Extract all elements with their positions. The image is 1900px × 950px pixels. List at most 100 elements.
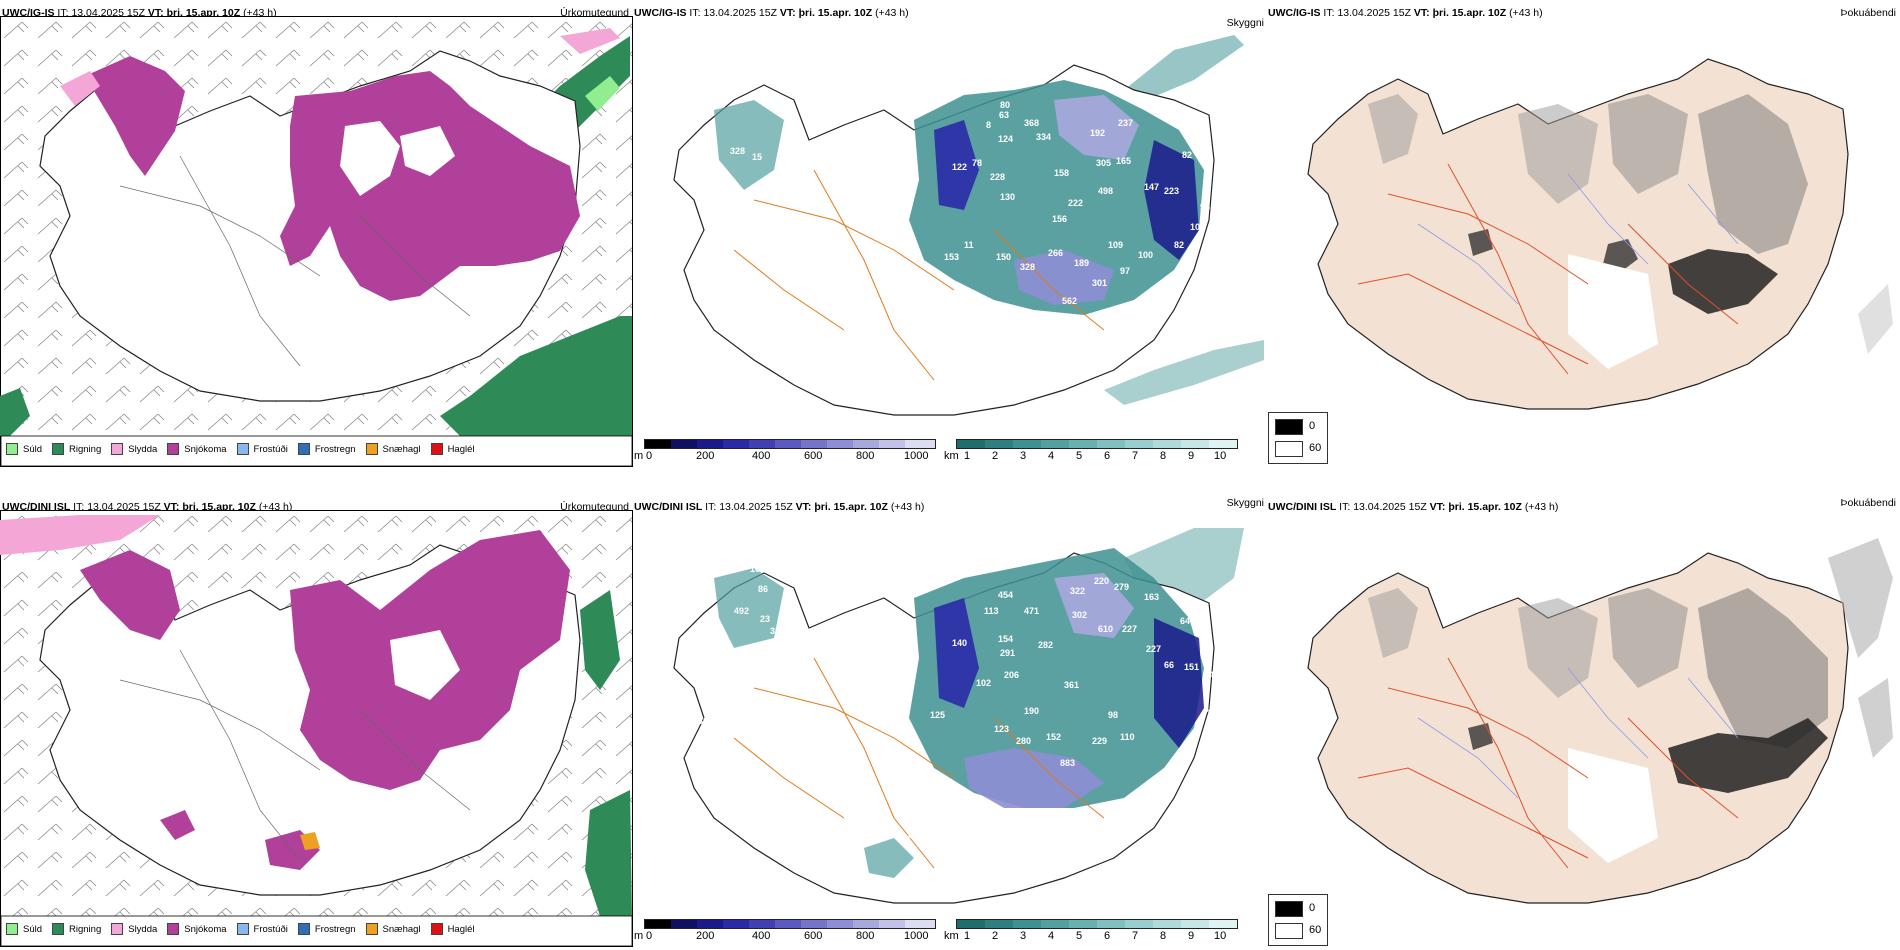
cloud-label: 361 (1064, 680, 1079, 690)
legend-label: Snjókoma (184, 923, 227, 935)
fog-legend-high-swatch (1275, 441, 1303, 457)
legend-swatch (6, 443, 18, 455)
cloud-base-bars (644, 919, 936, 929)
cloud-label: 140 (952, 638, 967, 648)
legend-swatch (365, 923, 378, 935)
legend-label: Frostúði (253, 923, 288, 935)
panel-header: UWC/DINI ISL IT: 13.04.2025 15Z VT: þri.… (634, 500, 924, 514)
tick-label: 2 (992, 930, 999, 942)
tick-label: 6 (1104, 450, 1111, 462)
legend-item: Rigning (52, 923, 101, 935)
visibility-unit: km (944, 930, 959, 942)
cloud-label: 222 (1068, 198, 1083, 208)
precip-legend: Súld Rigning Slydda Snjókoma Frostúði Fr… (6, 438, 485, 460)
vt-value: þri. 15.apr. 10Z (814, 501, 888, 513)
vt-value: þri. 15.apr. 10Z (1432, 7, 1507, 19)
cloud-label: 96 (752, 90, 762, 100)
cloud-label: 6 (1200, 642, 1205, 652)
lead-time: (+43 h) (890, 501, 925, 513)
cloud-label: 280 (1016, 736, 1031, 746)
cloud-label: 282 (1038, 640, 1053, 650)
legend-label: Snæhagl (382, 923, 421, 935)
cloud-label: 610 (1098, 624, 1113, 634)
cloud-label: 368 (1024, 118, 1039, 128)
cloud-label: 883 (1060, 758, 1075, 768)
visibility-bars (956, 919, 1238, 929)
tick-label: 600 (804, 930, 823, 942)
tick-label: 0 (646, 450, 653, 462)
cloud-label: 562 (1062, 296, 1077, 306)
tick-label: 3 (1020, 930, 1027, 942)
panel-title-fog: Þokuábendi (1840, 7, 1896, 19)
fog-legend: 0 60 (1268, 412, 1328, 464)
tick-label: 4 (1048, 450, 1055, 462)
cloud-label: 291 (1000, 648, 1015, 658)
tick-label: 5 (1076, 930, 1083, 942)
fog-legend-low: 0 (1309, 420, 1316, 432)
cloud-label: 322 (1070, 586, 1085, 596)
fog-map (1307, 58, 1893, 410)
fog-panel-top: UWC/IG-IS IT: 13.04.2025 15Z VT: þri. 15… (1268, 0, 1900, 470)
row-1: UWC/IG-IS IT: 13.04.2025 15Z VT: þri. 15… (0, 0, 1900, 470)
fog-legend-high-swatch (1275, 923, 1303, 939)
legend-swatch (430, 443, 443, 455)
cloud-label: 82 (1182, 150, 1192, 160)
cloud-label: 113 (984, 606, 999, 616)
tick-label: 600 (804, 450, 823, 462)
legend-item: Frostregn (297, 923, 356, 935)
legend-item: Snæhagl (365, 923, 421, 935)
legend-swatch (236, 443, 249, 455)
fog-panel-bottom: UWC/DINI ISL IT: 13.04.2025 15Z VT: þri.… (1268, 494, 1900, 950)
cloud-label: 100 (1138, 250, 1153, 260)
cloud-label: 206 (1004, 670, 1019, 680)
it-label: IT: (57, 7, 69, 19)
legend-item: Súld (6, 443, 42, 455)
tick-label: 2 (992, 450, 999, 462)
cloud-base-labels: 173 104 86 492 23 17 32 606 322 220 279 … (698, 540, 1219, 840)
cloud-label: 163 (1144, 592, 1159, 602)
model-name: UWC/DINI ISL (1268, 501, 1337, 513)
precip-panel-bottom: UWC/DINI ISL IT: 13.04.2025 15Z VT: þri.… (0, 494, 635, 950)
it-label: IT: (1339, 501, 1351, 513)
model-name: UWC/DINI ISL (634, 501, 703, 513)
cloud-label: 324 (1204, 704, 1219, 714)
cloud-label: 151 (1184, 662, 1199, 672)
legend-swatch (297, 923, 310, 935)
cloud-label: 154 (998, 634, 1013, 644)
cloud-label: 54 (1204, 670, 1214, 680)
legend-label: Haglél (447, 923, 475, 935)
vt-label: VT: (795, 501, 812, 513)
legend-swatch (111, 443, 124, 455)
tick-label: 800 (856, 930, 875, 942)
model-name: UWC/IG-IS (634, 7, 687, 19)
vt-label: VT: (779, 7, 796, 19)
cloud-label: 279 (1114, 582, 1129, 592)
legend-label: Súld (23, 923, 43, 935)
cloud-label: 192 (1090, 128, 1105, 138)
vt-label: VT: (1413, 7, 1430, 19)
tick-label: 3 (1020, 450, 1027, 462)
cloud-label: 102 (976, 678, 991, 688)
legend-item: Slydda (111, 923, 157, 935)
tick-label: 1 (964, 930, 971, 942)
legend-swatch (52, 443, 65, 455)
cloud-label: 104 (750, 564, 765, 574)
it-value: 13.04.2025 15Z (1337, 7, 1411, 19)
cloud-label: 147 (1144, 182, 1159, 192)
cloud-label: 125 (930, 710, 945, 720)
legend-item: Rigning (52, 443, 101, 455)
vt-label: VT: (1429, 501, 1446, 513)
legend-item: Slydda (111, 443, 157, 455)
cloud-label: 130 (1000, 192, 1015, 202)
lead-time: (+43 h) (875, 7, 909, 19)
cloud-label: 237 (1118, 118, 1133, 128)
tick-label: 10 (1214, 930, 1227, 942)
cloud-label: 156 (1052, 214, 1067, 224)
cloud-label: 121 (726, 84, 741, 94)
tick-label: 1 (964, 450, 971, 462)
panel-title-fog: Þokuábendi (1840, 497, 1896, 509)
fog-legend: 0 60 (1268, 894, 1328, 946)
it-label: IT: (689, 7, 701, 19)
model-name: UWC/IG-IS (1268, 7, 1321, 19)
legend-swatch (236, 923, 249, 935)
